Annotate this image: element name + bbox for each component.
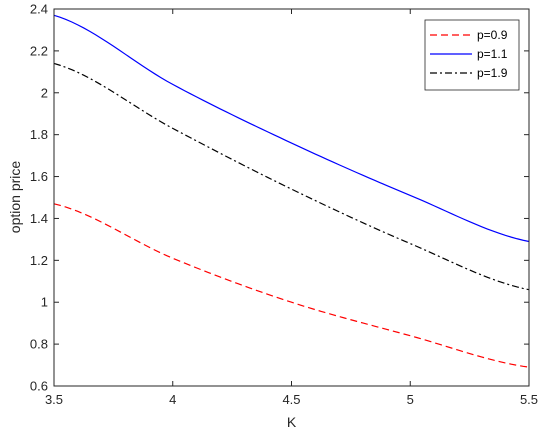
legend: p=0.9 p=1.1 p=1.9 <box>424 19 520 91</box>
y-axis-label: option price <box>7 161 23 234</box>
y-tick-label: 1.6 <box>30 169 48 184</box>
y-tick-label: 0.6 <box>30 379 48 394</box>
legend-label-2: p=1.1 <box>477 47 508 61</box>
x-axis-label: K <box>287 414 297 430</box>
x-tick-label: 3.5 <box>45 392 63 407</box>
y-tick-label: 1.4 <box>30 211 48 226</box>
y-tick-label: 1.8 <box>30 127 48 142</box>
x-tick-label: 4 <box>169 392 176 407</box>
legend-label-1: p=0.9 <box>477 28 508 42</box>
x-tick-label: 5.5 <box>520 392 538 407</box>
y-tick-label: 0.8 <box>30 337 48 352</box>
series-line-2 <box>53 14 530 243</box>
legend-box <box>424 19 520 91</box>
y-tick-label: 2 <box>41 85 48 100</box>
x-tick-label: 5 <box>407 392 414 407</box>
series-line-1 <box>53 203 530 368</box>
series-layer <box>53 14 530 368</box>
ticks-layer: 3.5 4 4.5 5 5.5 0.6 0.8 1 1.2 1.4 1.6 1.8 2 2.2 2.4 <box>30 2 538 408</box>
y-tick-label: 1.2 <box>30 253 48 268</box>
x-tick-label: 4.5 <box>282 392 300 407</box>
y-tick-label: 1 <box>41 295 48 310</box>
y-tick-label: 2.4 <box>30 2 48 17</box>
legend-label-3: p=1.9 <box>477 66 508 80</box>
y-tick-label: 2.2 <box>30 43 48 58</box>
